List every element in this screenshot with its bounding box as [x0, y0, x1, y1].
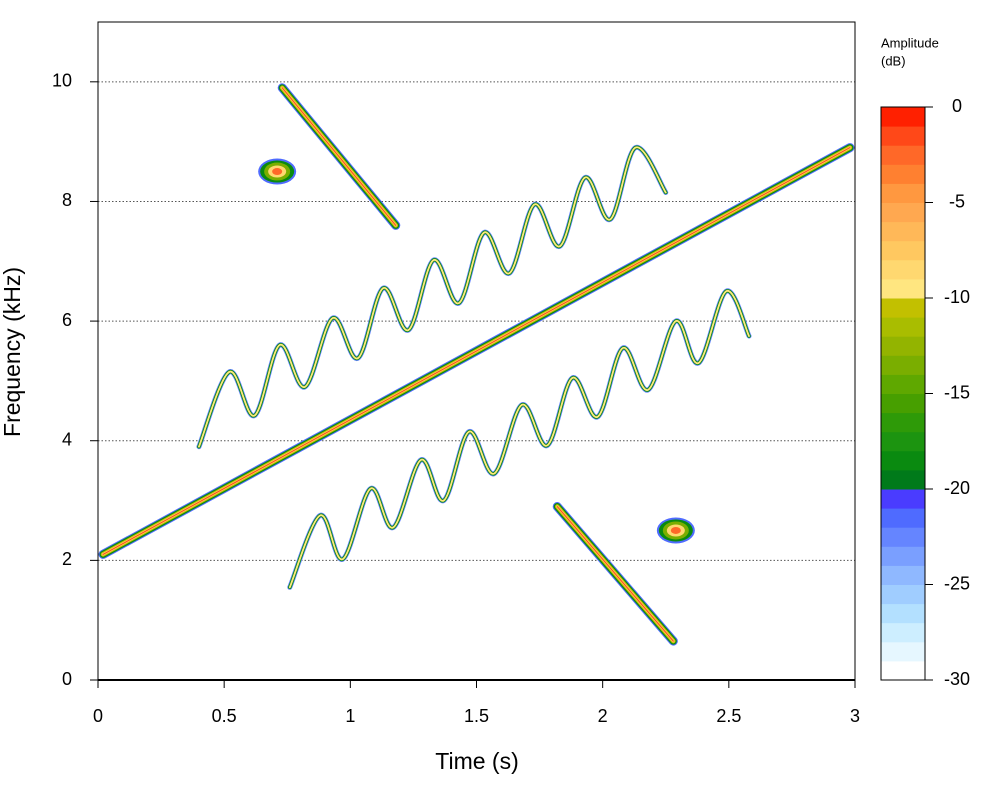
colorbar-band — [881, 489, 925, 509]
colorbar-band — [881, 508, 925, 528]
signal-layer — [198, 146, 667, 448]
x-tick-label: 1 — [345, 706, 355, 726]
signal — [258, 158, 297, 185]
colorbar-band — [881, 221, 925, 242]
colorbar-band — [881, 412, 925, 433]
signal — [196, 145, 669, 450]
colorbar-title: (dB) — [881, 53, 906, 68]
colorbar-band — [881, 469, 925, 490]
x-tick-label: 3 — [850, 706, 860, 726]
x-tick-label: 1.5 — [464, 706, 489, 726]
colorbar-tick-label: 0 — [952, 96, 962, 116]
signal — [287, 288, 752, 590]
y-tick-label: 4 — [62, 429, 72, 449]
signal-layer — [272, 168, 283, 176]
x-tick-label: 2 — [598, 706, 608, 726]
colorbar-band — [881, 298, 925, 318]
signal — [552, 502, 678, 646]
signal — [277, 83, 401, 230]
colorbar-band — [881, 641, 925, 662]
x-tick-label: 2.5 — [716, 706, 741, 726]
x-tick-label: 0.5 — [212, 706, 237, 726]
colorbar-band — [881, 622, 925, 643]
y-tick-label: 6 — [62, 310, 72, 330]
x-tick-label: 0 — [93, 706, 103, 726]
colorbar-band — [881, 107, 925, 127]
colorbar-band — [881, 202, 925, 223]
colorbar-tick-label: -20 — [944, 478, 970, 498]
signal — [98, 143, 855, 559]
colorbar-band — [881, 431, 925, 452]
signal-layer — [670, 526, 681, 534]
colorbar-band — [881, 374, 925, 394]
colorbar-tick-label: -15 — [944, 382, 970, 402]
colorbar-band — [881, 240, 925, 261]
signal-layer — [556, 506, 674, 642]
colorbar-band — [881, 355, 925, 375]
colorbar-band — [881, 259, 925, 280]
colorbar-tick-label: -30 — [944, 669, 970, 689]
colorbar-band — [881, 393, 925, 414]
y-tick-label: 8 — [62, 190, 72, 210]
colorbar-band — [881, 317, 925, 337]
colorbar-title: Amplitude — [881, 35, 939, 50]
colorbar-band — [881, 546, 925, 566]
colorbar-tick-label: -10 — [944, 287, 970, 307]
y-tick-label: 2 — [62, 549, 72, 569]
colorbar-band — [881, 527, 925, 547]
colorbar-band — [881, 336, 925, 356]
y-tick-label: 10 — [52, 71, 72, 91]
x-axis-label: Time (s) — [435, 748, 518, 774]
colorbar-band — [881, 565, 925, 585]
colorbar-band — [881, 660, 925, 681]
colorbar-tick-label: -5 — [949, 191, 965, 211]
colorbar-band — [881, 183, 925, 203]
colorbar-band — [881, 584, 925, 605]
colorbar-band — [881, 450, 925, 471]
signal-layer — [281, 87, 397, 226]
signal-layer — [288, 290, 750, 589]
colorbar-tick-label: -25 — [944, 573, 970, 593]
colorbar-band — [881, 603, 925, 624]
colorbar-band — [881, 145, 925, 165]
signal-layer — [102, 147, 851, 555]
y-axis-label: Frequency (kHz) — [0, 267, 25, 437]
colorbar-band — [881, 278, 925, 299]
colorbar-band — [881, 126, 925, 146]
colorbar-band — [881, 164, 925, 184]
signal — [656, 517, 695, 544]
y-tick-label: 0 — [62, 669, 72, 689]
